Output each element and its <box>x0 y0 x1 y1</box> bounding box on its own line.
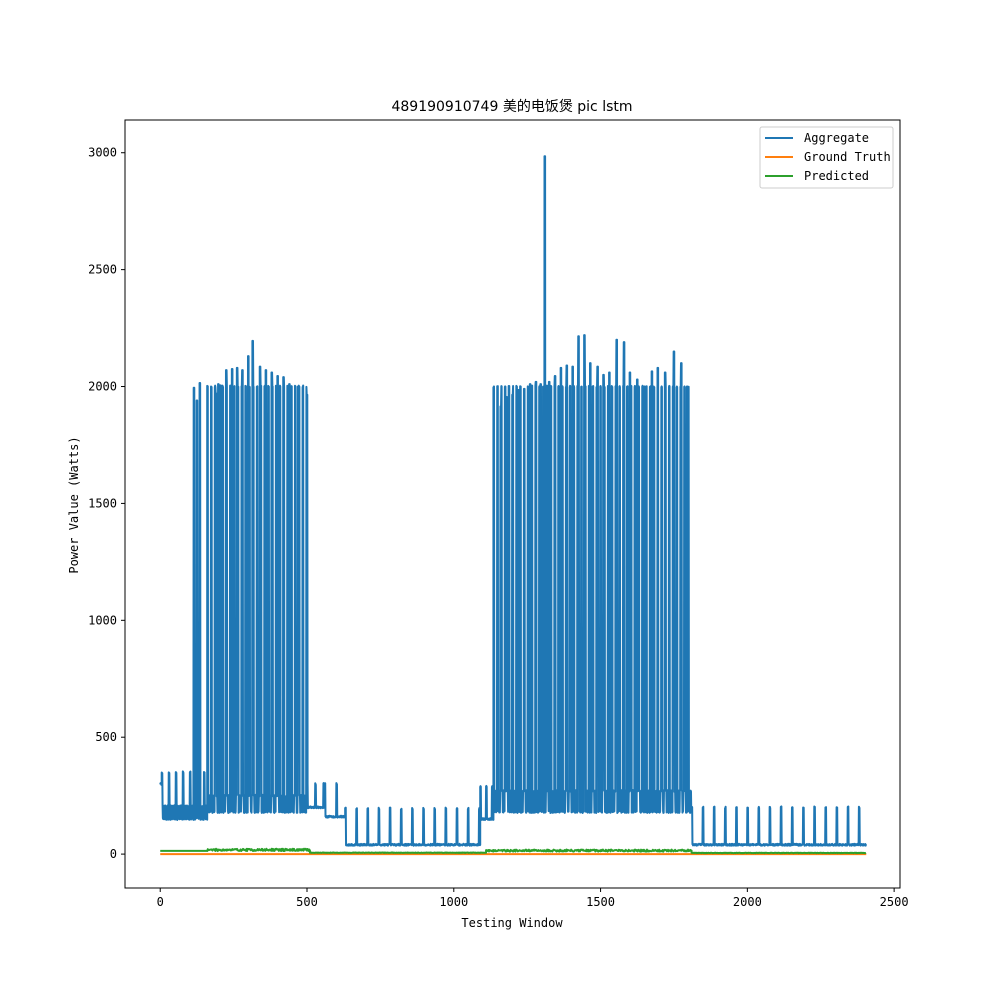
legend-label: Predicted <box>804 169 869 183</box>
x-axis: 0 500 1000 1500 2000 2500 <box>157 888 909 909</box>
y-tick-label: 3000 <box>88 146 117 160</box>
plot-frame <box>124 119 901 889</box>
y-tick-label: 1000 <box>88 613 117 627</box>
x-tick-label: 1500 <box>586 895 615 909</box>
x-tick-label: 0 <box>157 895 164 909</box>
y-tick-label: 1500 <box>88 496 117 510</box>
plot-area <box>159 155 867 856</box>
x-axis-label: Testing Window <box>461 916 563 930</box>
y-axis: 0 500 1000 1500 2000 2500 3000 <box>88 146 125 861</box>
legend-label: Ground Truth <box>804 150 891 164</box>
series-line-aggregate <box>159 155 867 847</box>
series-line-predicted <box>159 847 867 855</box>
y-tick-label: 2500 <box>88 263 117 277</box>
x-tick-label: 2000 <box>733 895 762 909</box>
chart-title: 489190910749 美的电饭煲 pic lstm <box>391 98 632 115</box>
y-axis-label: Power Value (Watts) <box>67 436 81 573</box>
x-tick-label: 500 <box>296 895 318 909</box>
y-tick-label: 2000 <box>88 380 117 394</box>
x-tick-label: 2500 <box>880 895 909 909</box>
x-tick-label: 1000 <box>439 895 468 909</box>
legend-label: Aggregate <box>804 131 869 145</box>
y-tick-label: 500 <box>95 730 117 744</box>
legend-box <box>759 126 894 189</box>
y-tick-label: 0 <box>110 847 117 861</box>
legend: Aggregate Ground Truth Predicted <box>759 126 894 189</box>
